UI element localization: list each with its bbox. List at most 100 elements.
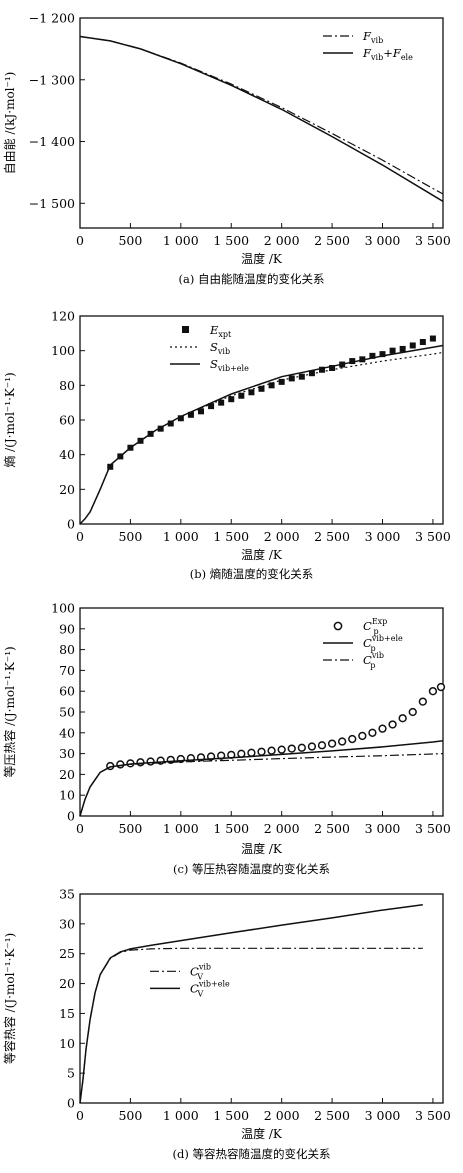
- y-tick-label: 20: [59, 482, 75, 497]
- x-tick-label: 2 000: [264, 821, 300, 836]
- x-tick-label: 500: [118, 233, 142, 248]
- legend-label: Cvib V: [190, 962, 211, 981]
- series-line: [79, 344, 444, 525]
- data-point-circle: [277, 745, 286, 754]
- y-tick-label: 70: [59, 663, 75, 678]
- data-point-circle: [257, 747, 266, 756]
- x-tick-label: 0: [76, 1108, 84, 1123]
- x-tick-label: 2 500: [314, 1108, 350, 1123]
- series-line: [79, 753, 444, 817]
- data-point-circle: [348, 734, 357, 744]
- legend-item: Expt: [182, 323, 232, 339]
- data-point-square: [238, 392, 245, 399]
- data-point-square: [258, 385, 265, 392]
- x-tick-label: 3 000: [365, 821, 401, 836]
- x-tick-label: 2 500: [314, 233, 350, 248]
- x-tick-label: 0: [76, 233, 84, 248]
- x-tick-label: 3 500: [415, 529, 451, 544]
- series-line: [79, 351, 444, 525]
- x-tick-label: 1 000: [163, 1108, 199, 1123]
- plot-frame: [79, 893, 444, 1104]
- y-tick-label: 40: [59, 725, 75, 740]
- y-tick-label: −1 500: [29, 196, 75, 211]
- data-point-circle: [307, 742, 317, 751]
- legend-item: Fvib+Fele: [323, 46, 413, 62]
- data-point-square: [198, 408, 204, 415]
- x-tick-label: 3 500: [415, 1108, 451, 1123]
- x-tick-label: 2 500: [314, 821, 350, 836]
- y-tick-label: 90: [59, 621, 75, 636]
- legend-label: Cvib+ele p: [363, 634, 403, 653]
- data-point-square: [208, 403, 215, 410]
- x-tick-label: 2 000: [264, 529, 300, 544]
- legend-label: CExp p: [363, 617, 387, 636]
- data-point-circle: [247, 748, 256, 757]
- data-point-circle: [408, 707, 417, 717]
- data-point-circle: [237, 749, 246, 758]
- chart-a: 0 500 1 000 1 500 2 000 2 500 3 000 3 500 −1 200…: [3, 11, 451, 287]
- series-line: [79, 35, 444, 203]
- x-tick-label: 1 500: [213, 1108, 249, 1123]
- legend-label: Fvib+Fele: [362, 46, 413, 62]
- legend-swatch: [182, 326, 189, 333]
- data-point-square: [228, 396, 235, 403]
- y-tick-label: −1 200: [29, 11, 75, 26]
- y-tick-label: 10: [59, 788, 75, 803]
- data-point-circle: [418, 697, 427, 706]
- legend-label: Fvib: [362, 29, 383, 45]
- x-tick-label: 1 500: [213, 529, 249, 544]
- y-tick-label: 50: [59, 705, 75, 720]
- panel-caption: (d) 等容热容随温度的变化关系: [173, 1147, 331, 1161]
- panel-caption: (a) 自由能随温度的变化关系: [179, 272, 325, 286]
- y-tick-label: 20: [59, 976, 75, 991]
- y-axis-title: 熵 /(J·mol⁻¹·K⁻¹): [2, 372, 17, 467]
- x-axis-title: 温度 /K: [241, 251, 283, 266]
- chart-d: 0 500 1 000 1 500 2 000 2 500 3 000 3 500 0 5 10 15…: [2, 887, 451, 1162]
- x-tick-label: 1 500: [213, 821, 249, 836]
- x-tick-label: 3 500: [415, 821, 451, 836]
- y-tick-label: 0: [67, 1096, 75, 1111]
- data-point-square: [298, 373, 305, 380]
- y-tick-label: 60: [59, 684, 75, 699]
- series-line: [79, 35, 444, 195]
- y-tick-label: 30: [59, 746, 75, 761]
- x-tick-label: 3 000: [365, 529, 401, 544]
- data-point-circle: [136, 758, 145, 767]
- panel-caption: (b) 熵随温度的变化关系: [190, 567, 314, 581]
- data-point-square: [379, 351, 386, 358]
- legend-item: Cvib V: [150, 962, 211, 981]
- data-point-circle: [378, 724, 387, 733]
- y-tick-label: 15: [59, 1006, 75, 1021]
- x-tick-label: 1 500: [213, 233, 249, 248]
- data-point-square: [218, 399, 225, 406]
- legend-label: Svib: [210, 340, 230, 356]
- x-tick-label: 500: [118, 529, 142, 544]
- y-tick-label: 100: [51, 343, 75, 358]
- legend-item: Svib: [170, 340, 230, 356]
- y-tick-label: 5: [67, 1066, 75, 1081]
- legend-item: Svib+ele: [170, 357, 249, 373]
- y-tick-label: 25: [59, 946, 75, 961]
- x-tick-label: 500: [118, 821, 142, 836]
- data-point-circle: [317, 741, 327, 750]
- data-point-circle: [368, 728, 377, 737]
- x-tick-label: 3 000: [365, 233, 401, 248]
- y-tick-label: 100: [51, 601, 75, 616]
- legend-item: Fvib: [323, 29, 383, 45]
- data-point-square: [187, 411, 194, 418]
- x-tick-label: 0: [76, 529, 84, 544]
- y-tick-label: −1 400: [29, 134, 75, 149]
- data-point-circle: [388, 720, 397, 729]
- x-tick-label: 2 000: [264, 233, 300, 248]
- y-tick-label: 120: [51, 309, 75, 324]
- data-point-square: [369, 352, 376, 359]
- data-point-circle: [287, 744, 296, 753]
- plot-frame: [79, 17, 444, 229]
- legend-label: Svib+ele: [210, 357, 249, 373]
- x-axis-title: 温度 /K: [241, 547, 283, 562]
- legend-label: Cvib p: [363, 651, 384, 670]
- x-tick-label: 0: [76, 821, 84, 836]
